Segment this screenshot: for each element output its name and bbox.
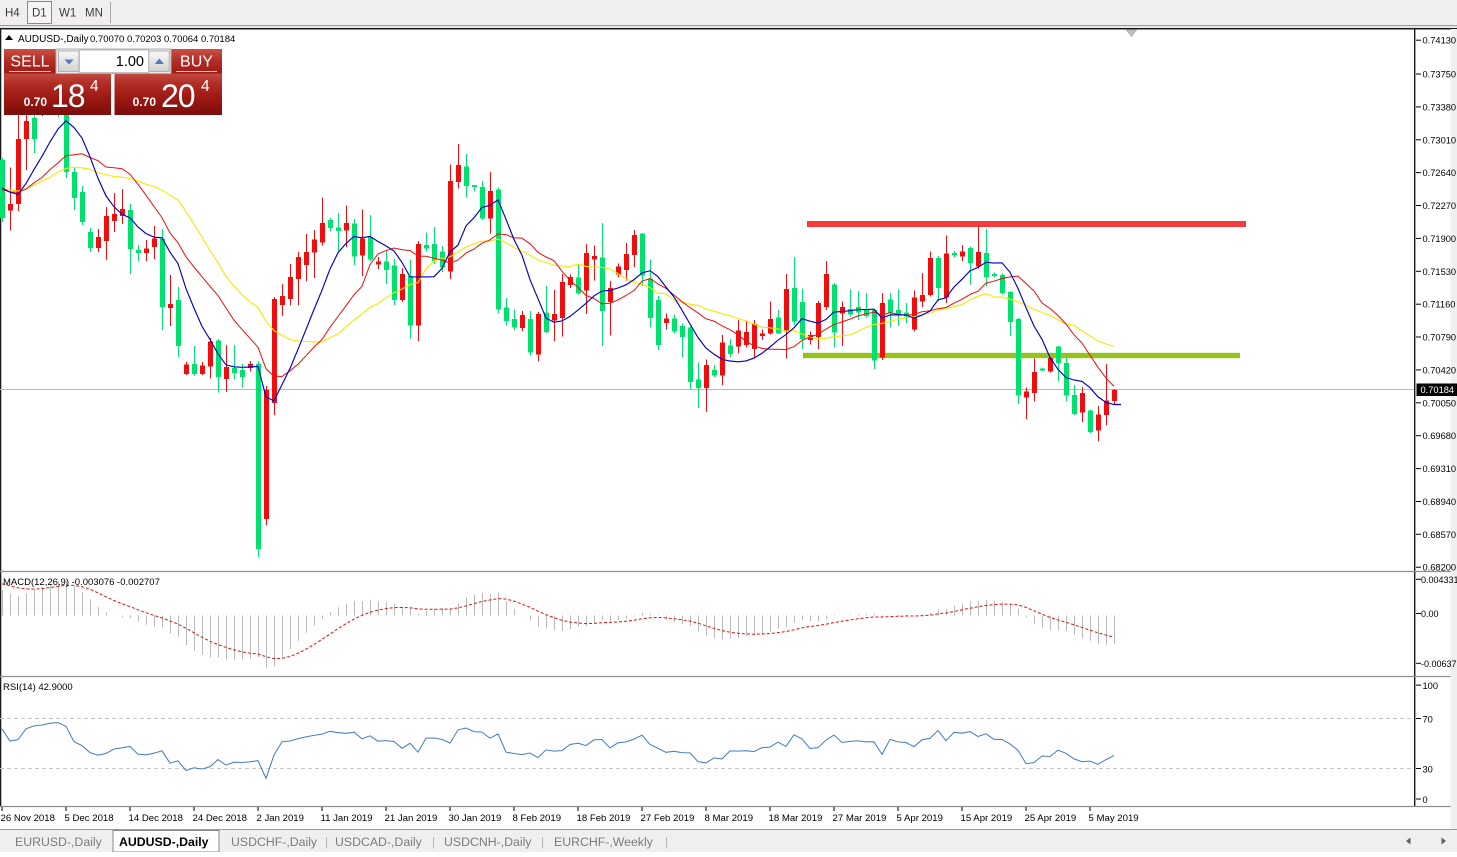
svg-text:0.73750: 0.73750 xyxy=(1423,70,1457,80)
svg-text:0.72270: 0.72270 xyxy=(1423,201,1457,211)
svg-text:-0.00637: -0.00637 xyxy=(1421,659,1457,669)
svg-text:1.00: 1.00 xyxy=(116,54,144,70)
svg-text:5 Apr 2019: 5 Apr 2019 xyxy=(897,813,943,824)
svg-text:D1: D1 xyxy=(32,8,47,20)
svg-text:5 May 2019: 5 May 2019 xyxy=(1089,813,1139,824)
svg-text:AUDUSD-,Daily: AUDUSD-,Daily xyxy=(18,34,89,45)
svg-text:30 Jan 2019: 30 Jan 2019 xyxy=(449,813,502,824)
svg-text:2 Jan 2019: 2 Jan 2019 xyxy=(257,813,304,824)
svg-text:4: 4 xyxy=(90,78,99,95)
svg-text:8 Feb 2019: 8 Feb 2019 xyxy=(513,813,562,824)
svg-text:0.73380: 0.73380 xyxy=(1423,102,1457,112)
svg-text:SELL: SELL xyxy=(10,54,49,71)
svg-text:26 Nov 2018: 26 Nov 2018 xyxy=(1,813,55,824)
svg-text:0.71160: 0.71160 xyxy=(1423,300,1456,310)
svg-text:H4: H4 xyxy=(5,8,20,20)
svg-text:USDCNH-,Daily: USDCNH-,Daily xyxy=(444,835,532,849)
svg-text:0.69680: 0.69680 xyxy=(1423,431,1457,441)
svg-text:|: | xyxy=(541,835,544,849)
svg-text:8 Mar 2019: 8 Mar 2019 xyxy=(705,813,754,824)
svg-text:21 Jan 2019: 21 Jan 2019 xyxy=(385,813,438,824)
svg-text:0.004331: 0.004331 xyxy=(1421,575,1457,585)
svg-text:15 Apr 2019: 15 Apr 2019 xyxy=(961,813,1013,824)
svg-text:20: 20 xyxy=(161,78,195,114)
svg-text:|: | xyxy=(665,835,668,849)
svg-text:0.72640: 0.72640 xyxy=(1423,168,1457,178)
svg-text:27 Mar 2019: 27 Mar 2019 xyxy=(833,813,887,824)
svg-text:EURUSD-,Daily: EURUSD-,Daily xyxy=(15,835,103,849)
svg-text:25 Apr 2019: 25 Apr 2019 xyxy=(1025,813,1077,824)
svg-text:0.71900: 0.71900 xyxy=(1423,234,1457,244)
svg-text:|: | xyxy=(325,835,328,849)
svg-text:0.00: 0.00 xyxy=(1421,609,1439,619)
svg-text:W1: W1 xyxy=(59,8,76,20)
svg-text:0.70050: 0.70050 xyxy=(1423,398,1457,408)
svg-text:0.68200: 0.68200 xyxy=(1423,563,1457,573)
svg-text:24 Dec 2018: 24 Dec 2018 xyxy=(193,813,247,824)
svg-text:USDCHF-,Daily: USDCHF-,Daily xyxy=(231,835,318,849)
svg-text:18 Feb 2019: 18 Feb 2019 xyxy=(577,813,631,824)
svg-text:0.70420: 0.70420 xyxy=(1423,365,1457,375)
svg-text:EURCHF-,Weekly: EURCHF-,Weekly xyxy=(554,835,654,849)
svg-text:70: 70 xyxy=(1423,715,1433,725)
svg-text:0: 0 xyxy=(1423,795,1428,805)
svg-text:5 Dec 2018: 5 Dec 2018 xyxy=(65,813,114,824)
svg-text:0.68570: 0.68570 xyxy=(1423,530,1457,540)
svg-text:14 Dec 2018: 14 Dec 2018 xyxy=(129,813,183,824)
svg-text:27 Feb 2019: 27 Feb 2019 xyxy=(641,813,695,824)
svg-text:MN: MN xyxy=(85,8,103,20)
svg-text:18: 18 xyxy=(51,78,85,114)
svg-text:18 Mar 2019: 18 Mar 2019 xyxy=(769,813,823,824)
svg-text:0.73010: 0.73010 xyxy=(1423,135,1457,145)
svg-text:0.70790: 0.70790 xyxy=(1423,333,1457,343)
svg-text:0.70: 0.70 xyxy=(133,95,157,109)
svg-text:RSI(14) 42.9000: RSI(14) 42.9000 xyxy=(3,682,73,693)
svg-text:30: 30 xyxy=(1423,765,1433,775)
svg-text:AUDUSD-,Daily: AUDUSD-,Daily xyxy=(119,835,209,849)
svg-text:11 Jan 2019: 11 Jan 2019 xyxy=(321,813,373,824)
svg-text:0.70070 0.70203 0.70064 0.7018: 0.70070 0.70203 0.70064 0.70184 xyxy=(90,34,235,45)
svg-text:|: | xyxy=(432,835,435,849)
svg-text:BUY: BUY xyxy=(180,54,213,71)
svg-text:4: 4 xyxy=(201,78,210,95)
svg-text:MACD(12,26,9) -0.003076 -0.002: MACD(12,26,9) -0.003076 -0.002707 xyxy=(3,577,160,588)
svg-text:0.70184: 0.70184 xyxy=(1421,385,1455,395)
svg-text:0.74130: 0.74130 xyxy=(1423,36,1457,46)
svg-text:0.69310: 0.69310 xyxy=(1423,464,1457,474)
svg-text:USDCAD-,Daily: USDCAD-,Daily xyxy=(335,835,423,849)
svg-text:0.71530: 0.71530 xyxy=(1423,267,1457,277)
svg-text:100: 100 xyxy=(1423,681,1439,691)
svg-text:0.70: 0.70 xyxy=(24,95,48,109)
svg-text:0.68940: 0.68940 xyxy=(1423,497,1457,507)
